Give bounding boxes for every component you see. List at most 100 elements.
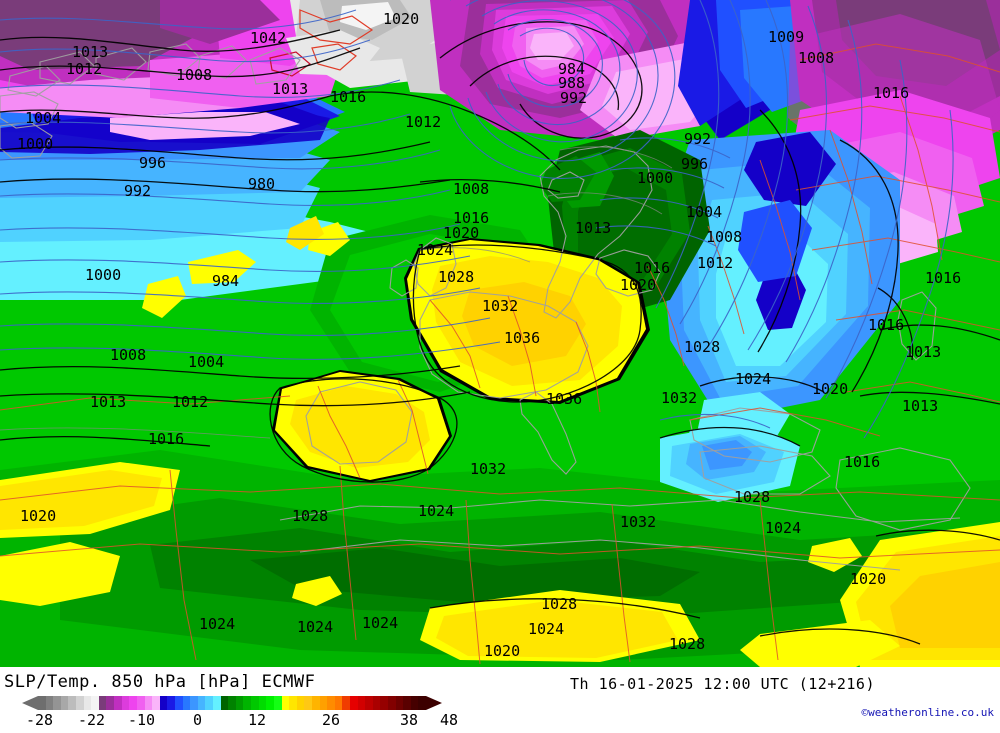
isobar-label: 992	[124, 182, 152, 200]
isobar-label: 1020	[443, 224, 480, 242]
colorbar-tick: 26	[322, 711, 341, 729]
isobar-label: 1024	[362, 614, 399, 632]
colorbar-swatch	[319, 696, 328, 710]
colorbar-swatch	[258, 696, 267, 710]
isobar-label: 1020	[383, 10, 420, 28]
model-run-timestamp: Th 16-01-2025 12:00 UTC (12+216)	[570, 675, 875, 693]
isobar-label: 996	[139, 154, 167, 172]
colorbar-swatch	[365, 696, 373, 710]
colorbar-swatch	[152, 696, 160, 710]
colorbar-swatch	[144, 696, 153, 710]
isobar-label: 1016	[844, 453, 881, 471]
colorbar-swatch	[121, 696, 130, 710]
colorbar-swatch	[380, 696, 389, 710]
isobar-label: 1013	[90, 393, 127, 411]
colorbar-swatch	[349, 696, 358, 710]
isobar-label: 1013	[905, 343, 942, 361]
isobar-label: 1016	[330, 88, 367, 106]
colorbar-swatch	[403, 696, 411, 710]
isobar-label: 1004	[188, 353, 225, 371]
isobar-label: 1016	[873, 84, 910, 102]
isobar-label: 1032	[470, 460, 507, 478]
colorbar-swatch	[213, 696, 221, 710]
colorbar-swatch	[159, 696, 168, 710]
chart-title: SLP/Temp. 850 hPa [hPa] ECMWF	[4, 672, 316, 692]
isobar-label: 1020	[812, 380, 849, 398]
colorbar-swatch	[136, 696, 145, 710]
colorbar-swatch	[53, 696, 61, 710]
colorbar-swatch	[98, 696, 107, 710]
copyright-notice: ©weatheronline.co.uk	[861, 706, 994, 719]
isobar-label: 1012	[66, 60, 103, 78]
isobar-label: 1013	[902, 397, 939, 415]
isobar-label: 984	[212, 272, 240, 290]
isobar-label: 1032	[661, 389, 698, 407]
isobar-label: 1004	[686, 203, 723, 221]
colorbar-swatch	[372, 696, 381, 710]
isobar-label: 1004	[25, 109, 62, 127]
isobar-label: 1012	[697, 254, 734, 272]
isobar-label: 1020	[20, 507, 57, 525]
colorbar-swatch	[342, 696, 350, 710]
colorbar-swatch	[205, 696, 214, 710]
isobar-label: 1012	[405, 113, 442, 131]
isobar-label: 992	[560, 89, 588, 107]
colorbar-swatch	[410, 696, 419, 710]
isobar-label: 1024	[297, 618, 334, 636]
colorbar-swatch	[395, 696, 404, 710]
isobar-label: 1016	[148, 430, 185, 448]
map-field-svg	[0, 0, 1000, 667]
isobar-label: 1008	[110, 346, 147, 364]
colorbar-tick: -22	[78, 711, 106, 729]
isobar-label: 996	[681, 155, 709, 173]
colorbar-swatch	[45, 696, 54, 710]
colorbar-swatch	[91, 696, 99, 710]
colorbar-swatch	[106, 696, 115, 710]
colorbar-swatch	[273, 696, 282, 710]
colorbar-swatch	[190, 696, 198, 710]
isobar-label: 1000	[17, 135, 54, 153]
isobar-label: 1036	[504, 329, 541, 347]
colorbar-swatch	[327, 696, 335, 710]
isobar-label: 1013	[272, 80, 309, 98]
weather-map-canvas[interactable]: 1013 1012 1008 1013 1012 1004 1000 996 992 980 102…	[0, 0, 1000, 667]
isobar-label: 1028	[669, 635, 706, 653]
colorbar-tick: 48	[440, 711, 459, 729]
colorbar-swatch	[182, 696, 191, 710]
colorbar-tick: -28	[26, 711, 54, 729]
colorbar-swatch	[235, 696, 244, 710]
isobar-label: 1028	[734, 488, 771, 506]
colorbar-swatch	[76, 696, 84, 710]
isobar-label: 988	[558, 74, 586, 92]
isobar-label: 1013	[575, 219, 612, 237]
isobar-label: 1016	[868, 316, 905, 334]
colorbar-swatch	[38, 696, 46, 710]
isobar-label: 1008	[706, 228, 743, 246]
colorbar-swatch	[296, 696, 305, 710]
colorbar-tick-labels: -28 -22 -10 0 12 26 38 48	[0, 711, 470, 731]
isobar-label: 1020	[484, 642, 521, 660]
colorbar-swatch	[197, 696, 206, 710]
colorbar-swatch	[266, 696, 274, 710]
isobar-label: 1013	[72, 43, 109, 61]
isobar-label: 1036	[546, 390, 583, 408]
isobar-label: 1008	[453, 180, 490, 198]
isobar-label: 1000	[637, 169, 674, 187]
isobar-label: 1009	[768, 28, 805, 46]
isobar-label: 1024	[417, 241, 454, 259]
isobar-label: 1020	[620, 276, 657, 294]
colorbar-swatch	[243, 696, 252, 710]
isobar-label: 1042	[250, 29, 287, 47]
isobar-label: 1032	[620, 513, 657, 531]
colorbar-swatch	[129, 696, 137, 710]
colorbar-swatch	[418, 696, 427, 710]
temperature-colorbar[interactable]	[22, 696, 442, 710]
colorbar-swatch	[304, 696, 312, 710]
isobar-label: 1000	[85, 266, 122, 284]
isobar-label: 1024	[735, 370, 772, 388]
isobar-label: 1032	[482, 297, 519, 315]
isobar-label: 1028	[684, 338, 721, 356]
isobar-label: 1024	[528, 620, 565, 638]
colorbar-swatch	[311, 696, 320, 710]
